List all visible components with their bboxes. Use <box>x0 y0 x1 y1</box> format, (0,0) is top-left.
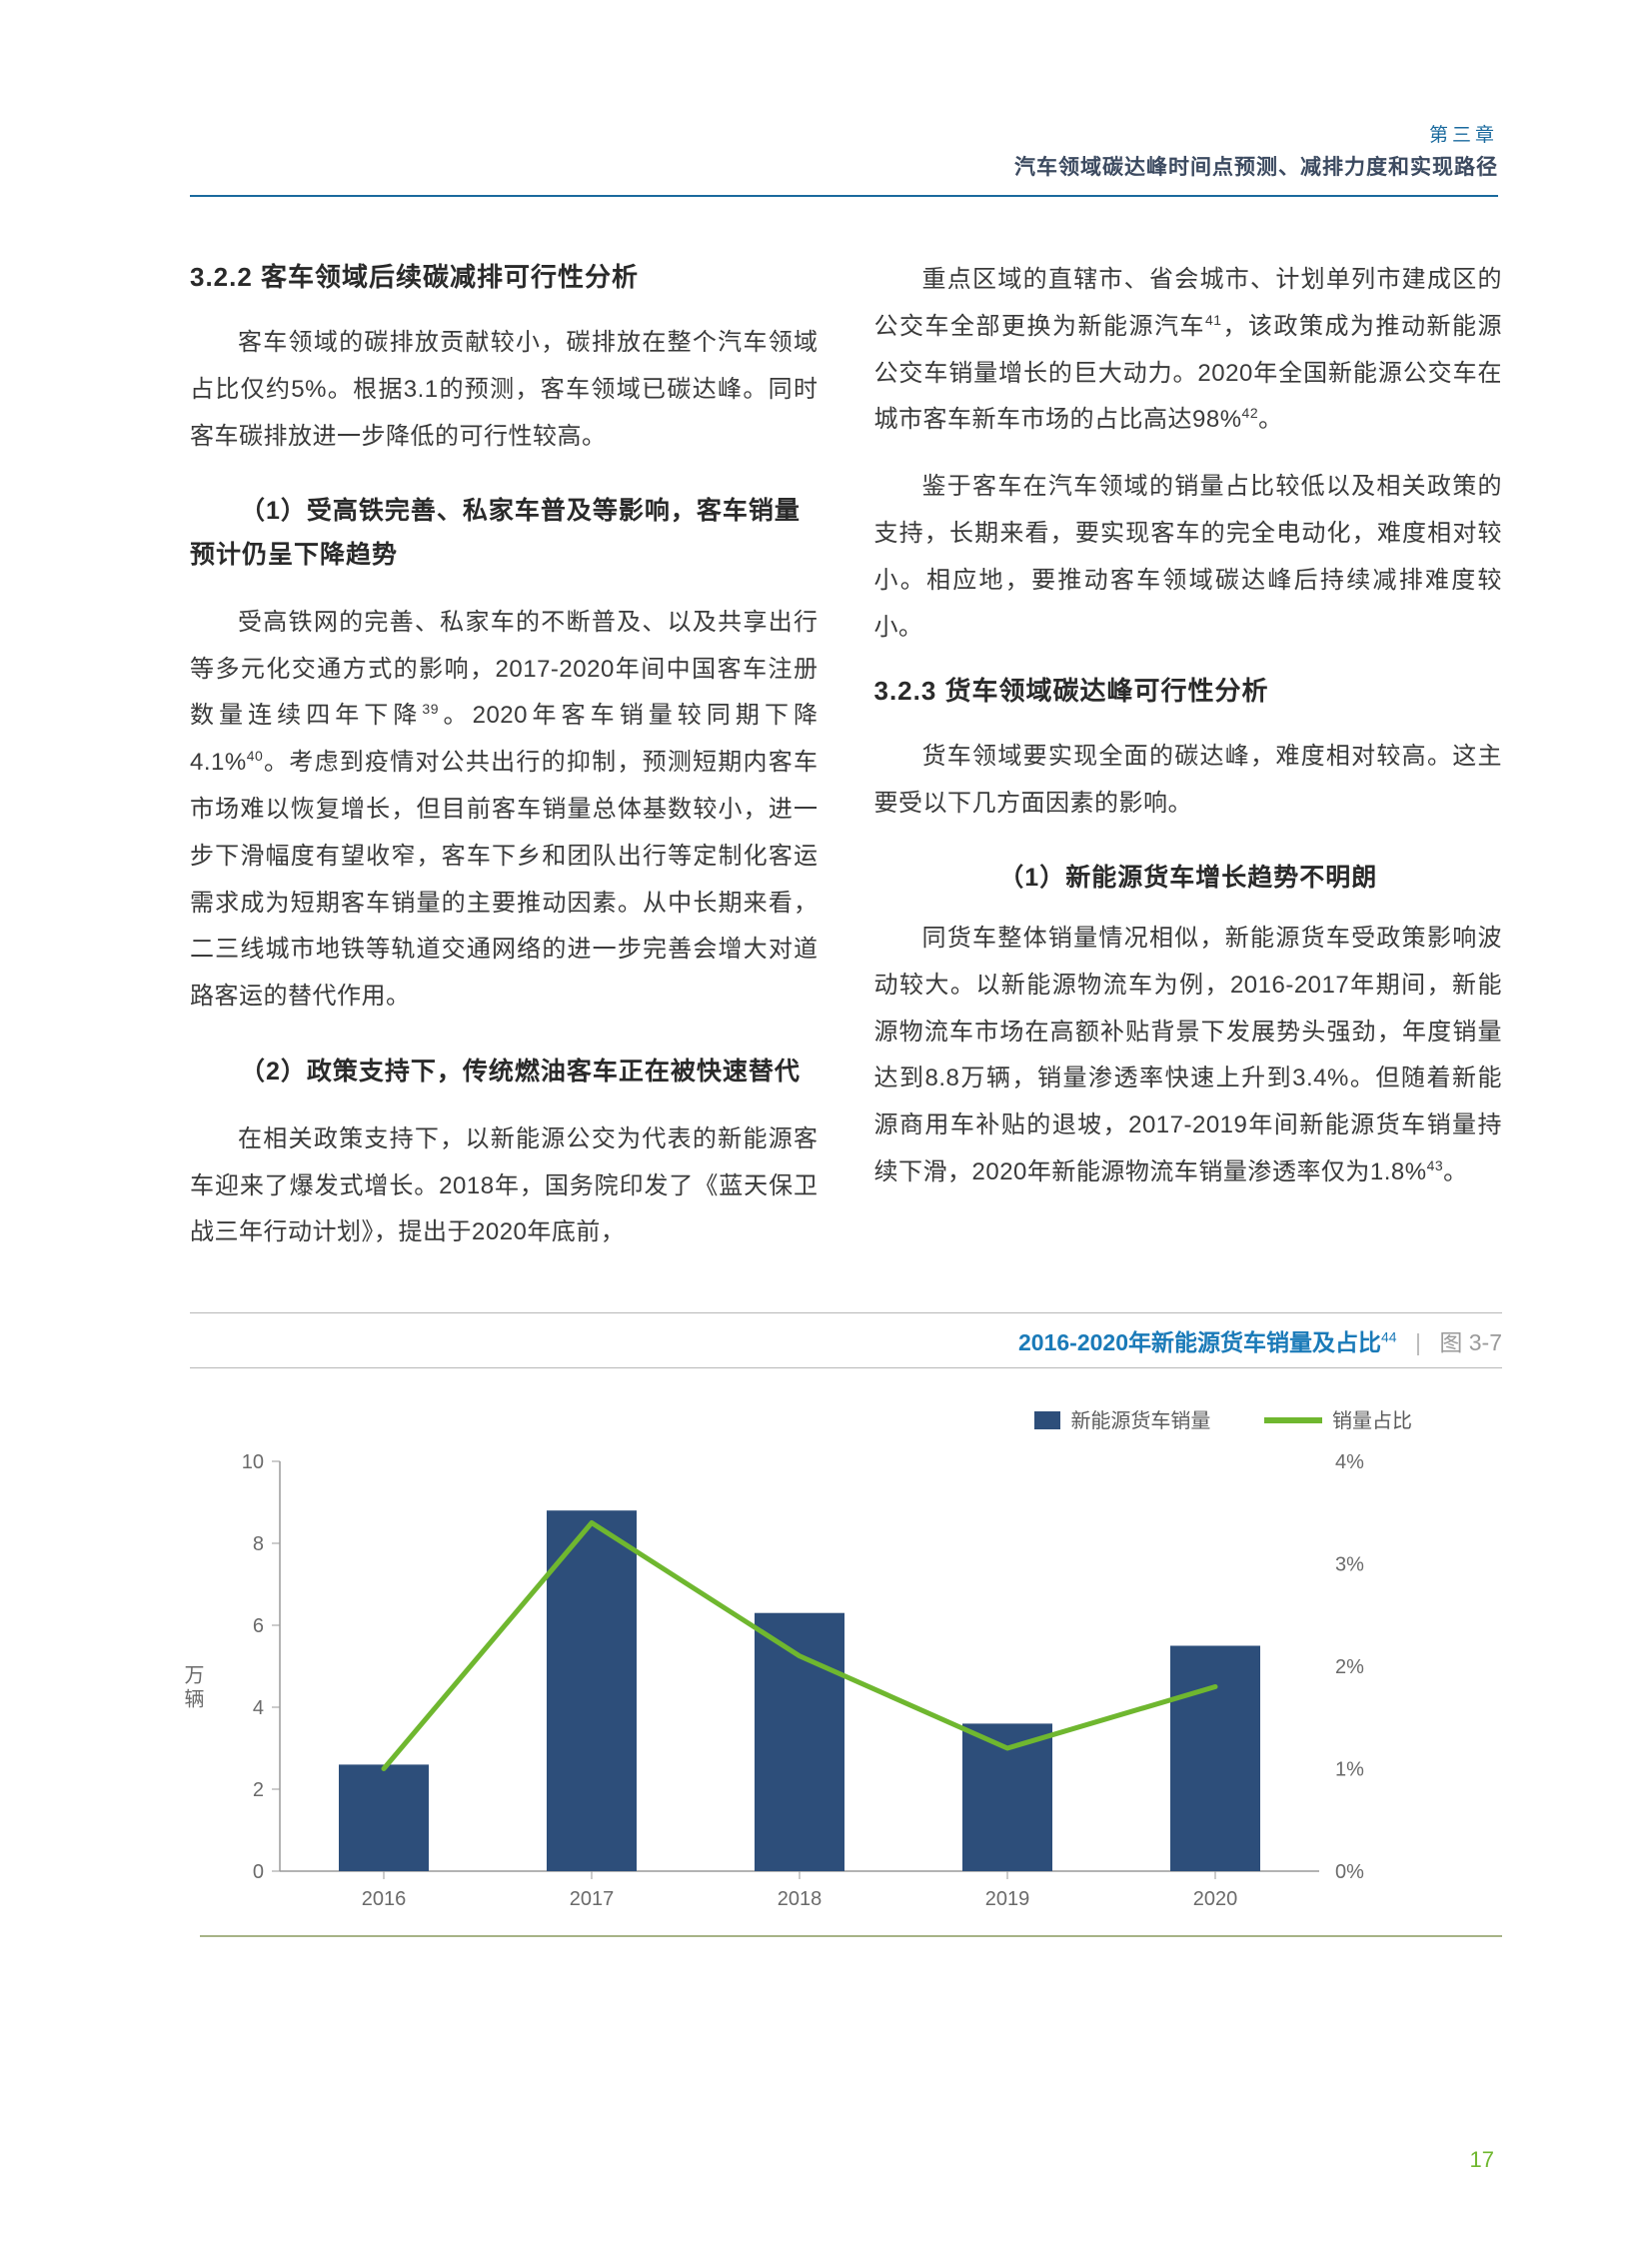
para: 在相关政策支持下，以新能源公交为代表的新能源客车迎来了爆发式增长。2018年，国… <box>190 1117 819 1256</box>
chart-container: 新能源货车销量 销量占比 万辆 02468100%1%2%3%4%2016201… <box>200 1404 1502 1937</box>
para: 货车领域要实现全面的碳达峰，难度相对较高。这主要受以下几方面因素的影响。 <box>874 734 1503 828</box>
bar-line-chart: 0 2 4 6 8 10 0% 1% 2% 3% 4% 2016 2017 2018 2019 2020 <box>200 1451 1399 1921</box>
svg-text:1%: 1% <box>1335 1759 1364 1781</box>
svg-text:3%: 3% <box>1335 1554 1364 1576</box>
heading-3-2-2: 3.2.2 客车领域后续碳减排可行性分析 <box>190 257 819 294</box>
subheading-2: （2）政策支持下，传统燃油客车正在被快速替代 <box>190 1051 819 1095</box>
page-number: 17 <box>1470 2147 1494 2173</box>
svg-text:2019: 2019 <box>985 1888 1030 1910</box>
header-rule <box>190 195 1498 197</box>
para: 同货车整体销量情况相似，新能源货车受政策影响波动较大。以新能源物流车为例，201… <box>874 916 1503 1196</box>
left-column: 3.2.2 客车领域后续碳减排可行性分析 客车领域的碳排放贡献较小，碳排放在整个… <box>190 257 819 1276</box>
svg-text:0: 0 <box>253 1861 264 1883</box>
legend-line-label: 销量占比 <box>1332 1410 1412 1432</box>
chapter-title: 汽车领域碳达峰时间点预测、减排力度和实现路径 <box>190 151 1498 181</box>
legend-line-swatch <box>1264 1417 1322 1423</box>
para: 客车领域的碳排放贡献较小，碳排放在整个汽车领域占比仅约5%。根据3.1的预测，客… <box>190 320 819 460</box>
svg-text:2%: 2% <box>1335 1656 1364 1678</box>
svg-text:2020: 2020 <box>1193 1888 1238 1910</box>
svg-text:4%: 4% <box>1335 1451 1364 1473</box>
svg-text:0%: 0% <box>1335 1861 1364 1883</box>
chart-bottom-rule <box>200 1935 1502 1937</box>
svg-text:6: 6 <box>253 1615 264 1637</box>
svg-text:2017: 2017 <box>570 1888 615 1910</box>
svg-text:2016: 2016 <box>362 1888 407 1910</box>
legend-bar-swatch <box>1034 1411 1060 1429</box>
chart-figure-label: 图 3-7 <box>1439 1329 1502 1355</box>
subheading-r1: （1）新能源货车增长趋势不明朗 <box>874 858 1503 894</box>
svg-text:4: 4 <box>253 1697 264 1719</box>
legend-bar-label: 新能源货车销量 <box>1070 1410 1210 1432</box>
para: 受高铁网的完善、私家车的不断普及、以及共享出行等多元化交通方式的影响，2017-… <box>190 600 819 1021</box>
chart-title-sep: | <box>1415 1329 1421 1355</box>
footnote-ref: 42 <box>1242 405 1259 421</box>
chart-title-row: 2016-2020年新能源货车销量及占比44 | 图 3-7 <box>190 1312 1502 1368</box>
footnote-ref: 40 <box>247 748 264 764</box>
para: 鉴于客车在汽车领域的销量占比较低以及相关政策的支持，长期来看，要实现客车的完全电… <box>874 464 1503 651</box>
svg-text:2: 2 <box>253 1779 264 1801</box>
footnote-ref: 43 <box>1427 1157 1444 1173</box>
svg-text:2018: 2018 <box>778 1888 823 1910</box>
chapter-label: 第三章 <box>190 120 1498 147</box>
chart-title-sup: 44 <box>1381 1329 1397 1345</box>
chart-legend: 新能源货车销量 销量占比 <box>200 1404 1502 1433</box>
two-column-body: 3.2.2 客车领域后续碳减排可行性分析 客车领域的碳排放贡献较小，碳排放在整个… <box>190 257 1502 1276</box>
svg-text:8: 8 <box>253 1533 264 1555</box>
page-header: 第三章 汽车领域碳达峰时间点预测、减排力度和实现路径 <box>190 120 1502 197</box>
svg-text:10: 10 <box>242 1451 264 1473</box>
chart-title: 2016-2020年新能源货车销量及占比 <box>1018 1329 1381 1355</box>
right-column: 重点区域的直辖市、省会城市、计划单列市建成区的公交车全部更换为新能源汽车41，该… <box>874 257 1503 1276</box>
chart-y-axis-label: 万辆 <box>178 1664 207 1712</box>
subheading-1: （1）受高铁完善、私家车普及等影响，客车销量预计仍呈下降趋势 <box>190 490 819 578</box>
heading-3-2-3: 3.2.3 货车领域碳达峰可行性分析 <box>874 671 1503 708</box>
footnote-ref: 39 <box>422 701 439 717</box>
footnote-ref: 41 <box>1205 312 1222 328</box>
para: 重点区域的直辖市、省会城市、计划单列市建成区的公交车全部更换为新能源汽车41，该… <box>874 257 1503 444</box>
